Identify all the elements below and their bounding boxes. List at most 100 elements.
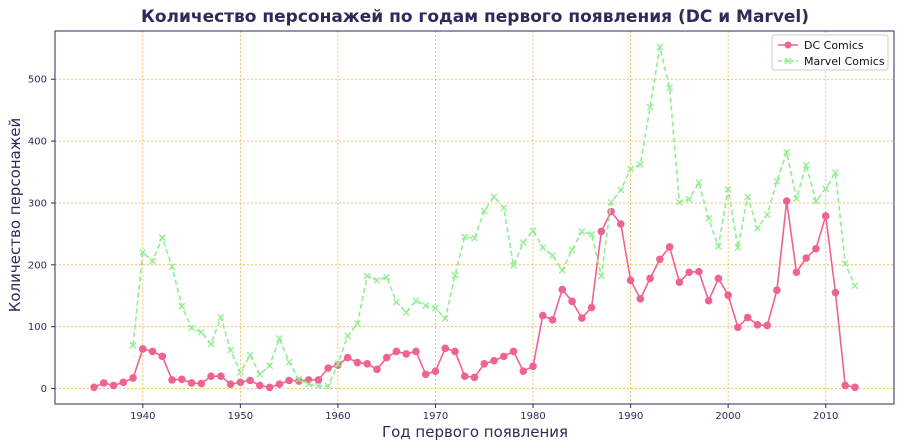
data-point (353, 320, 361, 328)
data-point (217, 372, 225, 380)
data-point (499, 352, 508, 361)
data-point (197, 379, 206, 388)
data-point (324, 364, 332, 372)
data-point (460, 372, 469, 380)
data-point (782, 197, 791, 205)
data-point (851, 383, 859, 392)
x-tick-label: 1960 (325, 411, 350, 422)
data-point (373, 276, 381, 284)
x-axis-title: Год первого появления (382, 423, 568, 441)
data-point (324, 382, 332, 390)
x-tick-label: 1940 (130, 411, 155, 422)
data-point (607, 207, 615, 216)
data-point (266, 362, 274, 370)
data-point (841, 381, 850, 390)
data-point (587, 303, 596, 312)
data-point (363, 272, 371, 280)
data-point (666, 84, 674, 92)
data-point (412, 347, 420, 356)
data-point (187, 379, 196, 387)
data-point (168, 376, 176, 384)
data-point (236, 378, 245, 387)
data-point (558, 285, 567, 294)
data-point (373, 365, 381, 374)
data-point (578, 314, 586, 322)
data-point (451, 271, 459, 279)
data-point (265, 383, 274, 392)
data-point (432, 304, 439, 312)
data-point (812, 244, 820, 253)
data-point (451, 347, 459, 356)
data-point (471, 234, 478, 242)
y-tick-label: 500 (28, 75, 47, 86)
data-point (763, 321, 771, 330)
data-point (246, 376, 254, 385)
data-point (832, 169, 839, 177)
y-tick-label: 200 (28, 260, 47, 271)
data-point (821, 212, 830, 220)
data-point (675, 198, 683, 206)
data-point (392, 298, 400, 306)
x-tick-label: 2000 (715, 411, 740, 422)
data-point (568, 246, 576, 254)
data-point (353, 358, 362, 367)
series-layer (90, 43, 859, 392)
legend-label: Marvel Comics (804, 55, 885, 68)
data-point (538, 311, 547, 320)
data-point (119, 378, 128, 387)
data-point (129, 341, 137, 349)
data-point (256, 381, 264, 390)
x-tick-label: 1990 (618, 411, 643, 422)
data-point (665, 243, 674, 251)
x-tick-label: 1950 (228, 411, 253, 422)
data-point (578, 227, 586, 235)
data-point (724, 291, 732, 299)
data-point (236, 368, 244, 376)
data-point (597, 272, 605, 280)
data-point (685, 195, 693, 203)
data-point (627, 165, 635, 173)
data-point (695, 267, 703, 276)
data-point (305, 380, 313, 388)
data-point (519, 367, 528, 376)
data-point (197, 328, 205, 336)
data-point (802, 161, 810, 169)
data-point (256, 370, 264, 378)
data-point (344, 332, 352, 340)
data-point (734, 244, 742, 251)
y-tick-label: 400 (28, 137, 47, 148)
data-point (510, 261, 517, 269)
data-point (783, 148, 791, 156)
data-point (744, 193, 752, 201)
data-point (519, 239, 527, 247)
data-point (285, 358, 293, 366)
data-point (178, 302, 186, 310)
data-point (851, 282, 859, 290)
data-point (636, 161, 644, 169)
y-tick-label: 300 (28, 198, 47, 209)
data-point (441, 344, 450, 353)
axes-layer: 1940 1950 1960 1970 1980 1990 2000 2010 0 100 200 3… (28, 30, 895, 422)
data-point (617, 186, 625, 194)
data-point (714, 274, 723, 283)
data-point (109, 381, 118, 390)
data-point (548, 316, 557, 324)
data-point (480, 359, 489, 368)
data-point (226, 380, 235, 389)
data-point (392, 347, 401, 356)
data-point (724, 185, 732, 193)
data-point (129, 374, 137, 382)
chart-title: Количество персонажей по годам первого п… (141, 7, 809, 27)
data-point (295, 375, 303, 383)
data-point (656, 255, 664, 264)
data-point (158, 352, 167, 361)
data-point (412, 297, 420, 305)
data-point (588, 231, 596, 238)
data-point (812, 197, 820, 205)
data-point (714, 242, 722, 250)
data-point (509, 347, 518, 356)
data-point (275, 334, 283, 342)
data-point (285, 376, 293, 385)
data-point (743, 313, 752, 322)
